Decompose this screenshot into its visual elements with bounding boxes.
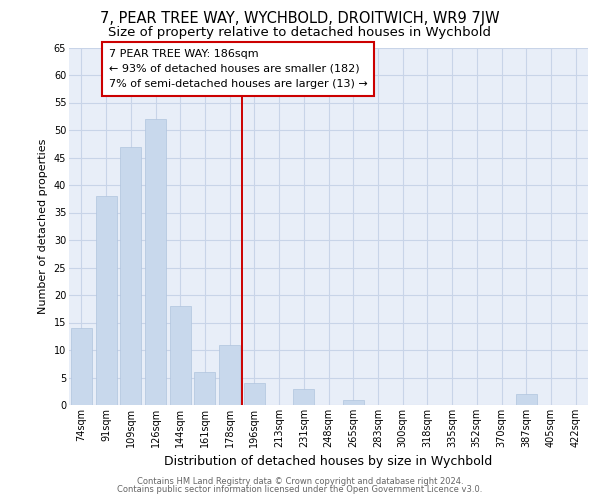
Text: 7, PEAR TREE WAY, WYCHBOLD, DROITWICH, WR9 7JW: 7, PEAR TREE WAY, WYCHBOLD, DROITWICH, W…: [100, 11, 500, 26]
Text: 7 PEAR TREE WAY: 186sqm
← 93% of detached houses are smaller (182)
7% of semi-de: 7 PEAR TREE WAY: 186sqm ← 93% of detache…: [109, 48, 367, 89]
Bar: [244, 383, 265, 405]
Text: Contains public sector information licensed under the Open Government Licence v3: Contains public sector information licen…: [118, 485, 482, 494]
Y-axis label: Number of detached properties: Number of detached properties: [38, 138, 48, 314]
Bar: [516, 394, 537, 405]
Text: Contains HM Land Registry data © Crown copyright and database right 2024.: Contains HM Land Registry data © Crown c…: [137, 477, 463, 486]
Bar: [170, 306, 191, 405]
X-axis label: Distribution of detached houses by size in Wychbold: Distribution of detached houses by size …: [164, 456, 493, 468]
Bar: [120, 146, 141, 405]
Bar: [145, 119, 166, 405]
Text: Size of property relative to detached houses in Wychbold: Size of property relative to detached ho…: [109, 26, 491, 39]
Bar: [293, 388, 314, 405]
Bar: [95, 196, 116, 405]
Bar: [343, 400, 364, 405]
Bar: [71, 328, 92, 405]
Bar: [194, 372, 215, 405]
Bar: [219, 344, 240, 405]
